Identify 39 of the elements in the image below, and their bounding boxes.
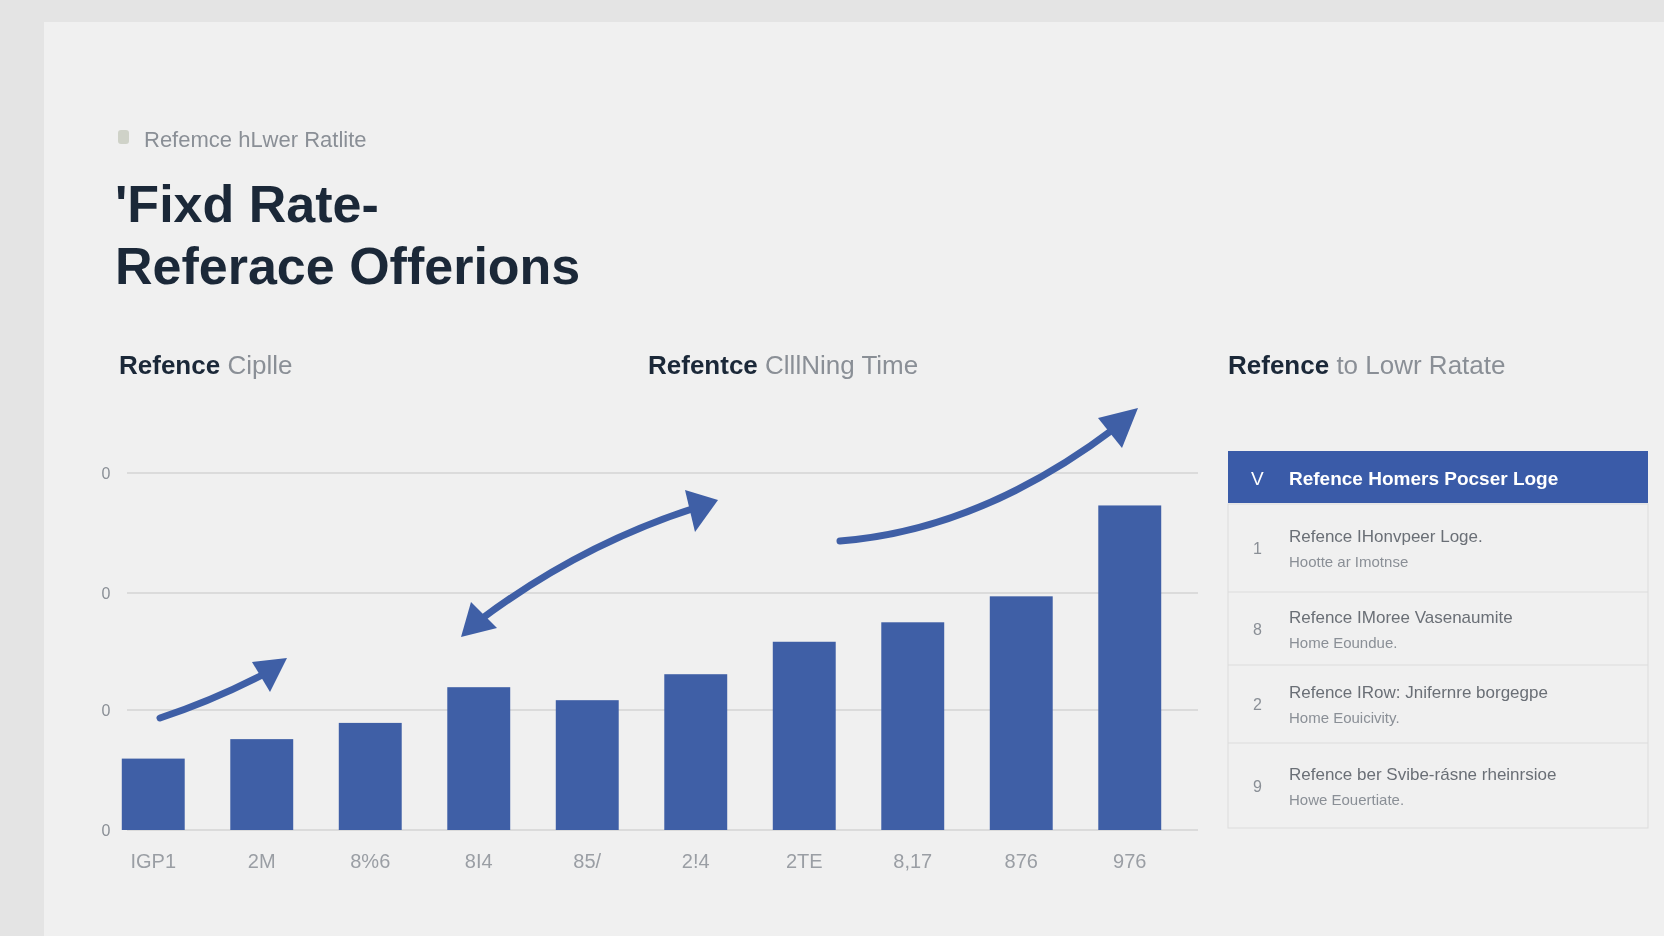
x-tick-label: 2TE bbox=[785, 850, 823, 872]
text: 8 bbox=[1253, 620, 1262, 638]
text: 0 bbox=[101, 701, 111, 719]
chart-title: 'Fixd Rate- Referace Offerions bbox=[115, 175, 581, 295]
bar bbox=[555, 700, 619, 830]
bar bbox=[230, 739, 294, 830]
text: Refence IRow: Jnifernre borgegpe Home Eouicivity. bbox=[1289, 683, 1548, 726]
text: Refence IMoree Vasenaumite Home Eoundue. bbox=[1289, 607, 1513, 651]
x-tick-label: 8I4 bbox=[464, 850, 493, 872]
bar bbox=[1098, 505, 1162, 830]
bar bbox=[772, 641, 836, 830]
chart-subtitle: Refemce hLwer Ratlite bbox=[144, 127, 367, 152]
x-tick-label: 876 bbox=[1004, 850, 1038, 872]
text: 9 bbox=[1253, 777, 1262, 795]
text: Refence to Lowr Ratate bbox=[1228, 350, 1506, 380]
bar bbox=[447, 687, 511, 830]
text: Refentce ClllNing Time bbox=[648, 350, 919, 380]
text: Refence ber Svibe-rásne rheinrsioe Howe Eouertiate. bbox=[1289, 764, 1557, 808]
x-tick-label: 2!4 bbox=[681, 850, 710, 872]
text: 0 bbox=[101, 465, 111, 482]
x-tick-label: IGP1 bbox=[130, 850, 177, 872]
text: 0 bbox=[101, 585, 111, 603]
text: V bbox=[1251, 468, 1264, 489]
bar bbox=[121, 758, 185, 830]
text: Refence Ciplle bbox=[119, 350, 293, 380]
text: 2 bbox=[1253, 696, 1262, 713]
text: 1 bbox=[1253, 540, 1262, 557]
text: Refence IHonvpeer Loge. Hootte ar Imotnse bbox=[1289, 527, 1483, 570]
text: 0 bbox=[101, 822, 111, 839]
bar bbox=[338, 722, 402, 830]
x-tick-label: 8,17 bbox=[893, 850, 933, 872]
text: Refence Homers Pocser Loge bbox=[1289, 468, 1559, 489]
x-tick-label: 8%6 bbox=[350, 850, 391, 872]
x-tick-label: 2M bbox=[247, 850, 276, 872]
bar bbox=[664, 674, 728, 830]
x-tick-label: 85/ bbox=[573, 850, 602, 872]
bar bbox=[881, 622, 945, 830]
bar bbox=[989, 596, 1053, 830]
x-tick-label: 976 bbox=[1113, 850, 1147, 872]
